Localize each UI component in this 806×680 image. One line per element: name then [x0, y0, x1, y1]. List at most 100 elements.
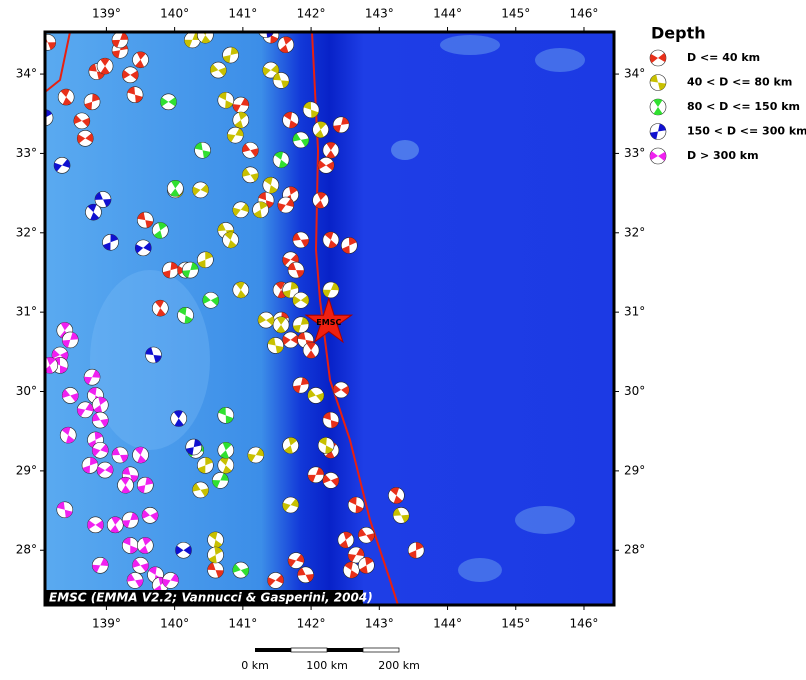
beachball	[358, 557, 375, 574]
beachball	[134, 239, 152, 257]
ball-lobe	[307, 389, 324, 402]
ball-lobe	[178, 307, 193, 324]
lat-label: 32°	[16, 225, 37, 239]
scale-seg	[362, 647, 400, 653]
beachball	[106, 516, 124, 534]
beachball	[91, 441, 109, 459]
beachball	[96, 57, 114, 75]
beachball	[277, 196, 295, 214]
lon-label: 143°	[365, 7, 394, 21]
beachball	[83, 368, 101, 386]
beachball	[197, 251, 214, 269]
lat-label: 34°	[624, 67, 645, 81]
beachball	[87, 516, 104, 534]
lat-label: 31°	[624, 305, 645, 319]
beachball	[297, 566, 314, 584]
beachball	[242, 141, 259, 159]
scale-label: 0 km	[241, 659, 269, 672]
beachball	[85, 203, 102, 221]
ball-lobe	[393, 508, 410, 523]
beachball	[81, 457, 99, 474]
ball-lobe	[62, 389, 79, 402]
beachball	[96, 461, 114, 479]
lat-label: 28°	[624, 543, 645, 557]
beachball	[322, 411, 340, 429]
lon-label: 142°	[297, 7, 326, 21]
beachball	[317, 157, 335, 174]
ball-lobe	[192, 184, 209, 196]
ball-lobe	[333, 384, 350, 395]
ball-lobe	[87, 520, 104, 530]
beachball	[182, 261, 199, 279]
legend-label: 150 < D <= 300 km	[687, 125, 806, 138]
ball-lobe	[292, 133, 309, 147]
beachball	[91, 411, 109, 429]
ball-lobe	[153, 222, 167, 239]
beachball	[217, 441, 235, 459]
beachball	[192, 181, 209, 199]
beachball	[312, 191, 329, 209]
ball-lobe	[650, 123, 666, 140]
lon-label: 141°	[228, 617, 257, 631]
beachball	[649, 123, 667, 140]
ball-lobe	[207, 562, 224, 578]
ball-lobe	[306, 342, 316, 359]
beachball	[272, 151, 290, 169]
lat-label: 31°	[16, 305, 37, 319]
beachball	[272, 316, 290, 334]
ball-lobe	[92, 413, 109, 427]
beachball	[388, 487, 405, 504]
lat-label: 30°	[624, 384, 645, 398]
ball-lobe	[292, 377, 309, 393]
beachball	[94, 191, 112, 208]
ball-lobe	[142, 509, 159, 521]
ball-lobe	[650, 53, 666, 63]
ball-lobe	[283, 112, 298, 129]
ball-lobe	[339, 531, 353, 548]
ball-lobe	[122, 70, 139, 80]
beachball	[322, 472, 340, 489]
beachball	[649, 98, 667, 116]
ball-lobe	[139, 537, 152, 554]
credit: EMSC (EMMA V2.2; Vannucci & Gasperini, 2…	[49, 591, 373, 605]
beachball	[282, 281, 299, 299]
ball-lobe	[135, 51, 146, 68]
lon-label: 144°	[433, 617, 462, 631]
lon-label: 145°	[501, 617, 530, 631]
beachball	[167, 180, 184, 197]
ball-lobe	[182, 262, 199, 278]
scale-seg	[290, 647, 328, 653]
lon-label: 140°	[160, 617, 189, 631]
ball-lobe	[273, 72, 289, 89]
ball-lobe	[145, 347, 162, 363]
beachball	[262, 176, 280, 194]
ball-lobe	[292, 295, 309, 305]
beachball	[132, 446, 149, 464]
beachball	[111, 446, 129, 464]
ball-lobe	[333, 117, 349, 133]
beachball	[185, 438, 203, 456]
ball-lobe	[87, 204, 100, 221]
beachball	[217, 407, 235, 424]
ball-lobe	[210, 64, 227, 76]
ball-lobe	[292, 317, 309, 333]
beachball	[282, 437, 299, 454]
ball-lobe	[100, 58, 110, 75]
beachball	[160, 93, 177, 111]
beachball	[192, 481, 209, 499]
ball-lobe	[62, 332, 79, 348]
beachball	[649, 147, 667, 165]
lat-label: 29°	[624, 463, 645, 477]
ball-lobe	[45, 35, 56, 50]
ball-lobe	[323, 412, 339, 429]
ball-lobe	[192, 483, 209, 497]
beachball	[45, 109, 54, 127]
beachball	[332, 116, 350, 134]
beachball	[247, 446, 265, 464]
beachball	[209, 61, 227, 79]
ball-lobe	[232, 203, 249, 217]
ball-lobe	[184, 32, 201, 48]
beachball	[61, 331, 79, 349]
lon-label: 139°	[92, 617, 121, 631]
